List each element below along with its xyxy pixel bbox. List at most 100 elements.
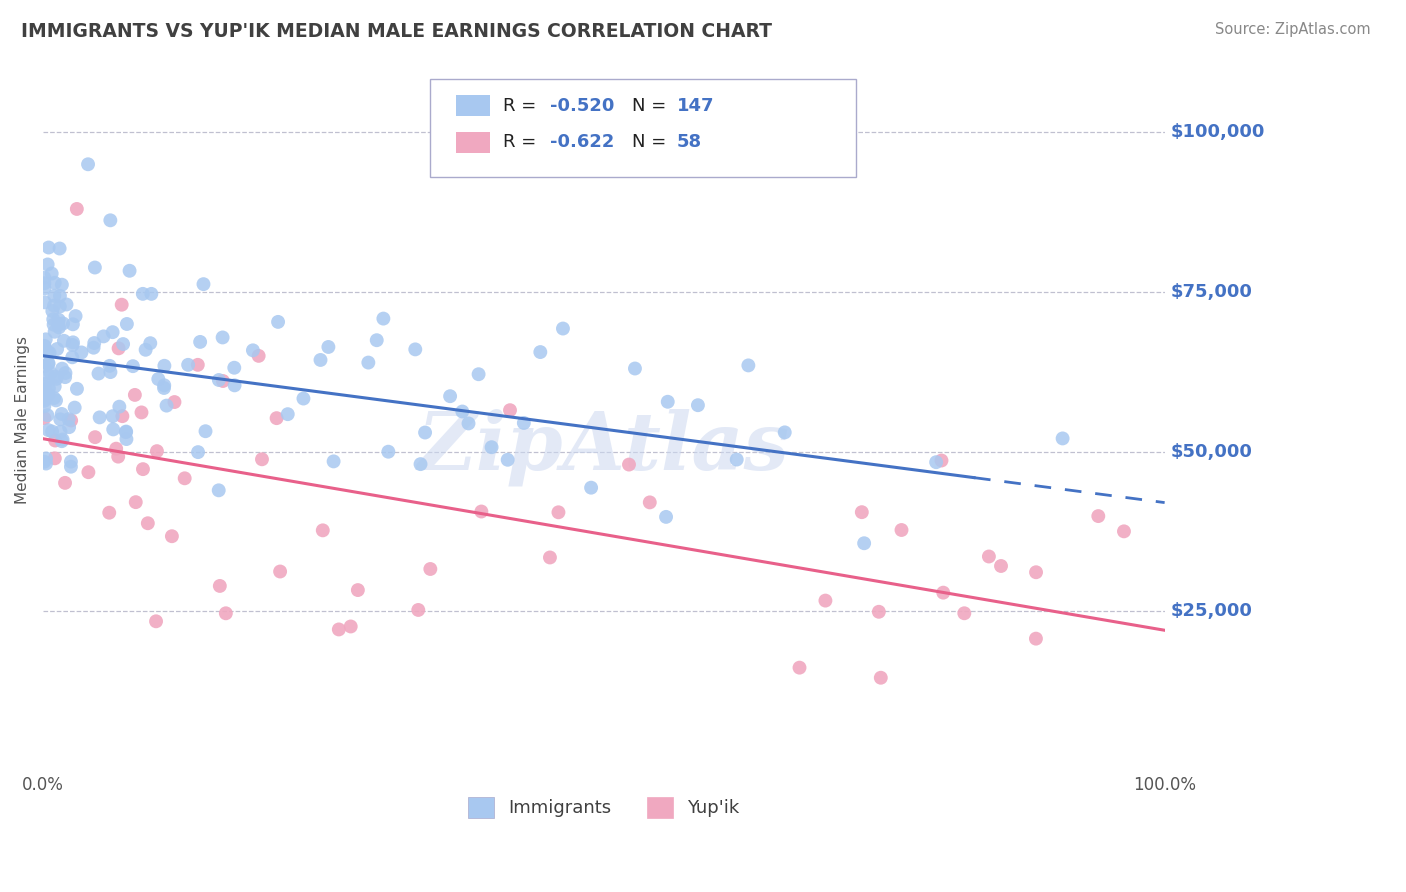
- Text: ZipAtlas: ZipAtlas: [418, 409, 790, 486]
- Point: [208, 483, 231, 498]
- Point: [242, 343, 264, 358]
- Point: [48, 242, 70, 256]
- Point: [277, 407, 299, 421]
- Point: [467, 368, 489, 382]
- Text: -0.622: -0.622: [550, 133, 614, 152]
- Point: [122, 359, 145, 374]
- Text: Source: ZipAtlas.com: Source: ZipAtlas.com: [1215, 22, 1371, 37]
- Point: [34, 392, 56, 406]
- Point: [187, 358, 209, 372]
- Point: [45, 393, 67, 408]
- Point: [38, 346, 60, 360]
- Point: [111, 409, 134, 424]
- Point: [48, 318, 70, 332]
- Point: [318, 340, 340, 354]
- Point: [404, 343, 426, 357]
- Point: [925, 455, 948, 469]
- Point: [45, 372, 67, 386]
- Point: [98, 213, 121, 227]
- Point: [269, 565, 291, 579]
- Point: [118, 264, 141, 278]
- Point: [125, 495, 148, 509]
- Point: [37, 257, 59, 271]
- Point: [136, 516, 159, 531]
- Point: [224, 378, 246, 392]
- Point: [1025, 632, 1047, 646]
- Point: [115, 425, 138, 439]
- Text: R =: R =: [503, 96, 541, 115]
- Point: [481, 440, 503, 454]
- Point: [890, 523, 912, 537]
- Point: [208, 373, 231, 387]
- Text: N =: N =: [631, 96, 672, 115]
- Point: [44, 325, 66, 339]
- Point: [62, 318, 84, 332]
- Point: [108, 400, 131, 414]
- Point: [87, 367, 110, 381]
- Point: [42, 299, 65, 313]
- Point: [37, 368, 59, 383]
- Point: [98, 359, 121, 373]
- Point: [66, 202, 89, 216]
- Point: [187, 445, 209, 459]
- Point: [132, 462, 155, 476]
- Point: [105, 442, 128, 456]
- Point: [53, 475, 76, 490]
- Text: N =: N =: [631, 133, 672, 152]
- Point: [312, 524, 335, 538]
- Point: [52, 433, 75, 447]
- Point: [38, 381, 60, 395]
- Point: [366, 333, 388, 347]
- Point: [115, 432, 138, 446]
- Point: [63, 401, 86, 415]
- Point: [115, 317, 138, 331]
- Point: [547, 505, 569, 519]
- Point: [413, 425, 436, 440]
- Point: [34, 411, 56, 425]
- Point: [868, 605, 890, 619]
- Point: [173, 471, 195, 485]
- Point: [538, 550, 561, 565]
- Point: [990, 559, 1012, 574]
- Point: [34, 359, 56, 373]
- Point: [141, 286, 163, 301]
- Point: [70, 345, 93, 359]
- Point: [406, 603, 429, 617]
- Text: $75,000: $75,000: [1170, 283, 1253, 301]
- Point: [83, 260, 105, 275]
- Point: [48, 320, 70, 334]
- Point: [44, 276, 66, 290]
- Point: [931, 453, 953, 467]
- Point: [107, 450, 129, 464]
- Point: [37, 423, 59, 437]
- Point: [328, 623, 350, 637]
- Point: [38, 240, 60, 254]
- Point: [267, 315, 290, 329]
- Point: [624, 361, 647, 376]
- Point: [737, 359, 759, 373]
- Point: [34, 277, 56, 291]
- Point: [112, 337, 135, 351]
- Point: [177, 358, 200, 372]
- Text: 58: 58: [676, 133, 702, 152]
- Point: [65, 309, 87, 323]
- Point: [953, 607, 976, 621]
- Point: [52, 334, 75, 348]
- Point: [37, 344, 59, 359]
- Point: [41, 425, 63, 439]
- Point: [62, 335, 84, 350]
- Point: [409, 457, 432, 471]
- Point: [188, 334, 211, 349]
- Point: [42, 391, 65, 405]
- Point: [34, 455, 56, 469]
- Point: [100, 365, 122, 379]
- Point: [39, 366, 62, 380]
- Point: [89, 410, 111, 425]
- Point: [451, 404, 474, 418]
- Point: [44, 289, 66, 303]
- Point: [41, 304, 63, 318]
- Text: IMMIGRANTS VS YUP'IK MEDIAN MALE EARNINGS CORRELATION CHART: IMMIGRANTS VS YUP'IK MEDIAN MALE EARNING…: [21, 22, 772, 41]
- Point: [1112, 524, 1135, 539]
- Point: [617, 458, 640, 472]
- Point: [655, 509, 678, 524]
